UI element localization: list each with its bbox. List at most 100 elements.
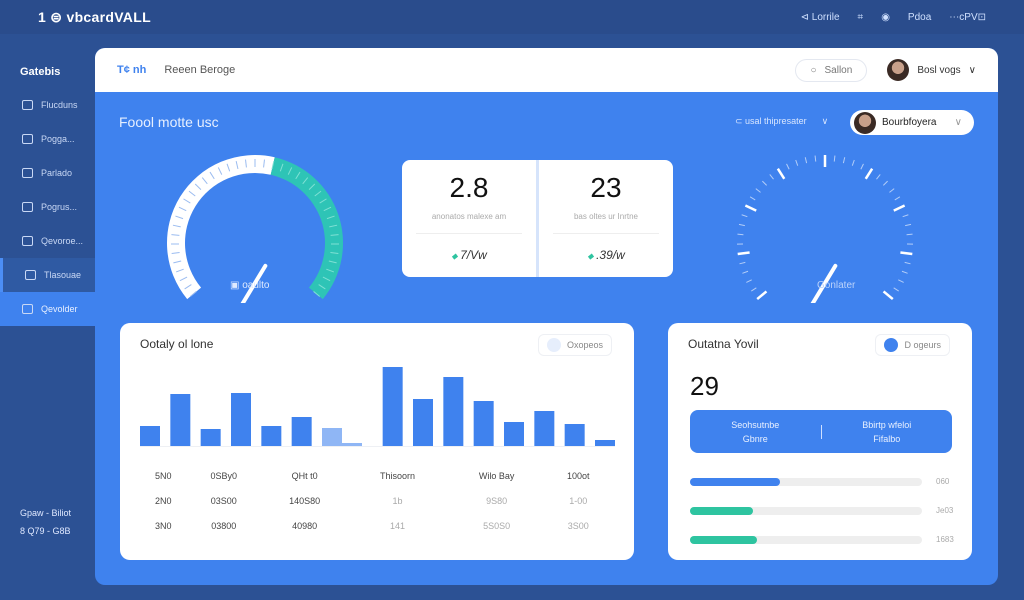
bar[interactable]: [261, 426, 282, 446]
bar[interactable]: [140, 426, 160, 446]
sidebar: Gatebis Flucduns Pogga... Parlado Pogrus...…: [0, 52, 95, 552]
bar[interactable]: [413, 399, 433, 446]
gauge-tick: [330, 252, 339, 255]
gauge-tick: [263, 159, 265, 168]
detail-search-button[interactable]: D ogeurs: [875, 334, 950, 356]
card-icon: [22, 202, 33, 212]
sidebar-item-label: Flucduns: [41, 100, 78, 110]
topbar-link[interactable]: ⊲ Lorrile: [800, 11, 840, 23]
gauge-label-text: oaulto: [242, 280, 270, 291]
summary-sub: Fifalbo: [873, 433, 901, 444]
table-cell: 140S80: [289, 495, 321, 506]
user-menu[interactable]: Bosl vogs ∨: [887, 59, 976, 81]
stat-change-text: 7/Vw: [460, 248, 487, 262]
gauge-tick: [323, 206, 332, 212]
sidebar-item[interactable]: Parlado: [0, 156, 95, 190]
bar[interactable]: [231, 393, 251, 446]
bar[interactable]: [473, 401, 494, 446]
progress-fill: [690, 536, 758, 544]
user-select[interactable]: Bourbfoyera ∨: [850, 110, 974, 135]
gauge-tick: [314, 190, 322, 197]
notification-icon[interactable]: ◉: [881, 11, 890, 23]
bar[interactable]: [322, 428, 342, 446]
gauge-needle: [810, 263, 838, 303]
sidebar-item-label: Qevolder: [41, 304, 78, 314]
bar[interactable]: [504, 422, 524, 446]
gauge-tick: [245, 159, 247, 168]
summary-title: Bbirtp wfeloi: [862, 419, 912, 430]
sidebar-item[interactable]: Flucduns: [0, 88, 95, 122]
filter-dropdown[interactable]: ⊂ usal thipresater ∨: [735, 116, 828, 127]
gauge-tick: [751, 287, 757, 292]
chart-title: Ootaly ol lone: [140, 337, 214, 351]
sidebar-item[interactable]: Qevoroe...: [0, 224, 95, 258]
sidebar-item[interactable]: Tlasouae: [0, 258, 95, 292]
gauge-tick: [814, 155, 817, 162]
gauge-icon: ▣: [230, 280, 240, 291]
gauge-tick: [172, 224, 181, 228]
gauge-tick: [295, 171, 301, 180]
gauge-tick: [737, 251, 750, 256]
gauge-left: [167, 155, 343, 303]
gauge-tick: [737, 233, 744, 236]
options-icon: [546, 338, 561, 352]
bar[interactable]: [200, 429, 221, 446]
gauge-left-label: ▣ oaulto: [230, 280, 269, 291]
gauge-tick: [744, 204, 757, 212]
gauge-tick: [795, 159, 799, 166]
grid-icon[interactable]: ⌗: [857, 11, 864, 23]
bar[interactable]: [342, 443, 362, 446]
gauge-tick: [319, 198, 327, 204]
search-input[interactable]: ○ Sallon: [795, 58, 868, 82]
detail-card: Outatna Yovil D ogeurs 29 Seohsutnbe Gbnr…: [668, 323, 972, 560]
gauge-tick: [175, 215, 184, 220]
trend-icon: ⬥: [451, 251, 461, 261]
sidebar-item[interactable]: Pogga...: [0, 122, 95, 156]
tab-active[interactable]: T¢ nh: [117, 64, 147, 76]
progress-bar: [690, 478, 922, 486]
gauge-tick: [756, 290, 768, 301]
chat-icon: [22, 304, 33, 314]
bar[interactable]: [291, 417, 312, 446]
gauge-arc: [270, 157, 343, 300]
gauge-tick: [217, 167, 223, 175]
topbar-link[interactable]: Pdoa: [907, 11, 932, 23]
sidebar-footer: Gpaw - Biliot 8 Q79 - G8B: [20, 504, 71, 540]
search-icon: [884, 338, 899, 352]
gauge-tick: [171, 234, 180, 236]
gauge-tick: [326, 215, 335, 220]
summary-item: Bbirtp wfeloi Fifalbo: [822, 418, 953, 446]
bar[interactable]: [443, 377, 464, 446]
tab[interactable]: Reeen Beroge: [164, 64, 236, 76]
gauge-tick: [287, 167, 293, 175]
sidebar-item[interactable]: Pogrus...: [0, 190, 95, 224]
app-title: 1 ⊜ vbcardVALL: [38, 8, 151, 25]
bar[interactable]: [382, 367, 403, 446]
sidebar-logo[interactable]: Gatebis: [20, 66, 61, 78]
gauge-arc: [167, 155, 275, 300]
table-cell: Thisoorn: [380, 470, 416, 481]
gauge-tick: [882, 180, 888, 186]
bar[interactable]: [534, 411, 555, 446]
stat-item: 2.8 anonatos malexe am ⬥ 7/Vw: [402, 160, 536, 277]
gauge-tick: [271, 161, 275, 170]
button-label: Oxopeos: [566, 340, 603, 350]
user-name: Bosl vogs: [917, 64, 961, 76]
chart-options-button[interactable]: Oxopeos: [537, 334, 612, 356]
bar[interactable]: [170, 394, 191, 446]
gauge-tick: [893, 287, 899, 292]
gauge-tick: [179, 276, 188, 282]
table-cell: 1b: [392, 495, 403, 506]
gauge-tick: [749, 196, 756, 201]
gauge-tick: [183, 198, 191, 204]
gauge-tick: [898, 279, 904, 283]
gauge-tick: [741, 214, 748, 218]
sidebar-item[interactable]: Qevolder: [0, 292, 95, 326]
bar[interactable]: [564, 424, 585, 446]
gauge-tick: [201, 177, 208, 185]
topbar-link[interactable]: ⋯cPV⊡: [949, 11, 986, 23]
table-cell: 3N0: [154, 520, 172, 531]
gauge-tick: [804, 157, 808, 164]
gauge-tick: [189, 291, 197, 297]
bar[interactable]: [595, 440, 615, 446]
